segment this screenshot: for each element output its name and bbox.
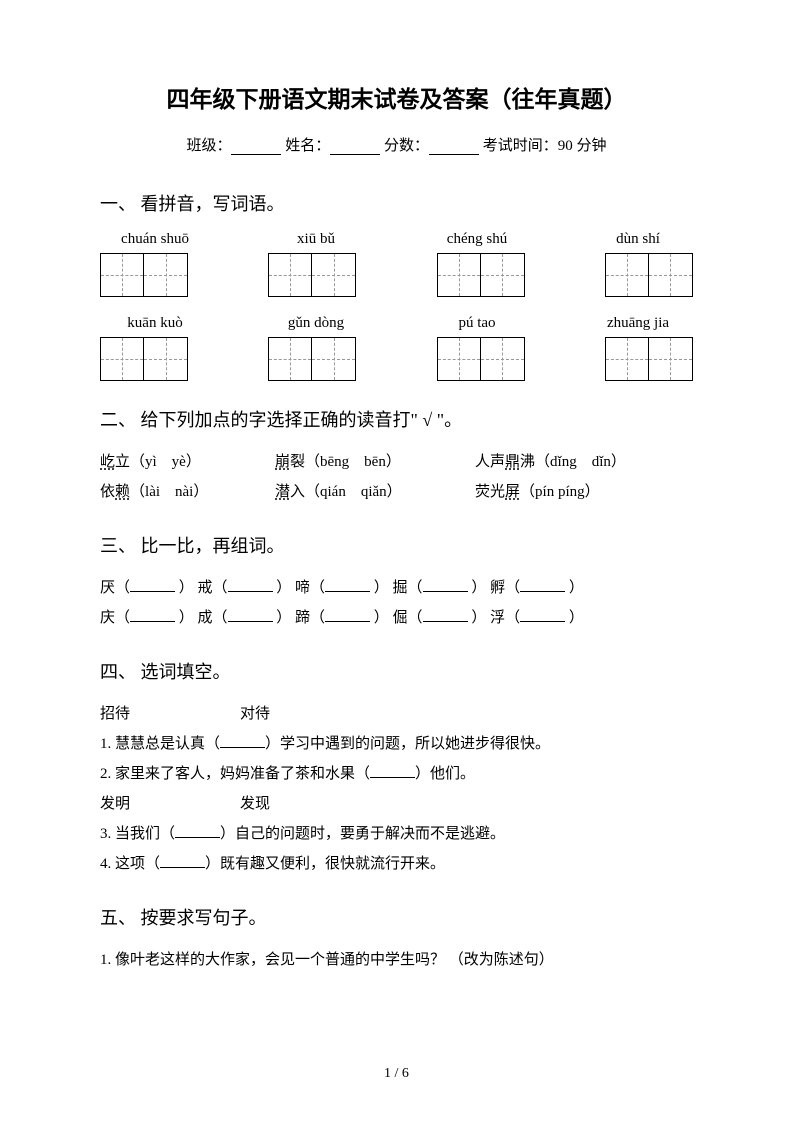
q-text: ）学习中遇到的问题，所以她进步得很快。 (265, 736, 550, 752)
s3-text: 庆（ (100, 610, 130, 626)
info-line: 班级： 姓名： 分数： 考试时间：90 分钟 (100, 134, 693, 155)
char-box-row-1 (100, 253, 693, 297)
fill-blank[interactable] (228, 577, 273, 592)
fill-blank[interactable] (130, 607, 175, 622)
s4-q4: 4. 这项（ ）既有趣又便利，很快就流行开来。 (100, 849, 693, 879)
word-option: 对待 (240, 706, 270, 722)
word-option: 招待 (100, 706, 130, 722)
q-text: 1. 慧慧总是认真（ (100, 736, 220, 752)
name-label: 姓名： (285, 138, 330, 154)
s3-text: ） 蹄（ (276, 610, 325, 626)
q2-text: 沸（dǐng dǐn） (520, 454, 626, 470)
class-label: 班级： (186, 138, 231, 154)
pinyin-label: pú tao (422, 315, 532, 332)
fill-blank[interactable] (325, 577, 370, 592)
char-box-group[interactable] (437, 337, 525, 381)
dotted-char: 鼎 (505, 454, 520, 470)
char-box-group[interactable] (605, 337, 693, 381)
fill-blank[interactable] (325, 607, 370, 622)
section-3-heading: 三、 比一比，再组词。 (100, 532, 693, 558)
s3-text: ） 孵（ (471, 580, 520, 596)
pinyin-row-1: chuán shuō xiū bǔ chéng shú dùn shí (100, 231, 693, 248)
char-box-group[interactable] (100, 337, 188, 381)
q2-text: 裂（bēng bēn） (290, 454, 401, 470)
name-blank[interactable] (330, 137, 380, 155)
fill-blank[interactable] (423, 577, 468, 592)
q2-text: （lài nài） (130, 484, 208, 500)
pinyin-label: xiū bǔ (261, 231, 371, 248)
q-text: 4. 这项（ (100, 856, 160, 872)
word-option: 发明 (100, 796, 130, 812)
s3-text: ） 啼（ (276, 580, 325, 596)
char-box-group[interactable] (100, 253, 188, 297)
char-box-group[interactable] (437, 253, 525, 297)
s3-text: ） 戒（ (179, 580, 228, 596)
s4-q3: 3. 当我们（ ）自己的问题时，要勇于解决而不是逃避。 (100, 819, 693, 849)
pinyin-label: chuán shuō (100, 231, 210, 248)
fill-blank[interactable] (520, 607, 565, 622)
s3-text: ） 掘（ (374, 580, 423, 596)
q2-text: 立（yì yè） (115, 454, 201, 470)
s4-q1: 1. 慧慧总是认真（ ）学习中遇到的问题，所以她进步得很快。 (100, 729, 693, 759)
page-number: 1 / 6 (0, 1066, 793, 1082)
section-1-heading: 一、 看拼音，写词语。 (100, 190, 693, 216)
q-text: ）既有趣又便利，很快就流行开来。 (205, 856, 445, 872)
char-box-group[interactable] (268, 337, 356, 381)
fill-blank[interactable] (175, 823, 220, 838)
pinyin-label: zhuāng jia (583, 315, 693, 332)
q-text: ）他们。 (415, 766, 475, 782)
char-box-group[interactable] (605, 253, 693, 297)
s4-q2: 2. 家里来了客人，妈妈准备了茶和水果（ ）他们。 (100, 759, 693, 789)
q2-text: 人声 (475, 454, 505, 470)
word-option: 发现 (240, 796, 270, 812)
word-pair-1: 招待 对待 (100, 699, 693, 729)
s3-text: ） 成（ (179, 610, 228, 626)
fill-blank[interactable] (220, 733, 265, 748)
dotted-char: 赖 (115, 484, 130, 500)
q2-text: 荧光 (475, 484, 505, 500)
pinyin-label: kuān kuò (100, 315, 210, 332)
fill-blank[interactable] (160, 853, 205, 868)
q-text: 3. 当我们（ (100, 826, 175, 842)
class-blank[interactable] (231, 137, 281, 155)
pinyin-label: gǔn dòng (261, 315, 371, 332)
dotted-char: 屏 (505, 484, 520, 500)
fill-blank[interactable] (228, 607, 273, 622)
dotted-char: 潜 (275, 484, 290, 500)
s3-text: ） (569, 610, 584, 626)
score-blank[interactable] (429, 137, 479, 155)
fill-blank[interactable] (520, 577, 565, 592)
char-box-row-2 (100, 337, 693, 381)
s3-line-2: 庆（ ） 成（ ） 蹄（ ） 倔（ ） 浮（ ） (100, 603, 693, 633)
char-box-group[interactable] (268, 253, 356, 297)
s3-text: 厌（ (100, 580, 130, 596)
section-2-body: 屹立（yì yè） 崩裂（bēng bēn） 人声鼎沸（dǐng dǐn） 依赖… (100, 447, 693, 507)
word-pair-2: 发明 发现 (100, 789, 693, 819)
dotted-char: 屹 (100, 454, 115, 470)
fill-blank[interactable] (370, 763, 415, 778)
s3-line-1: 厌（ ） 戒（ ） 啼（ ） 掘（ ） 孵（ ） (100, 573, 693, 603)
q-text: 2. 家里来了客人，妈妈准备了茶和水果（ (100, 766, 370, 782)
s3-text: ） 浮（ (471, 610, 520, 626)
section-5-heading: 五、 按要求写句子。 (100, 904, 693, 930)
section-4-heading: 四、 选词填空。 (100, 658, 693, 684)
q-text: ）自己的问题时，要勇于解决而不是逃避。 (220, 826, 505, 842)
dotted-char: 崩 (275, 454, 290, 470)
fill-blank[interactable] (423, 607, 468, 622)
score-label: 分数： (384, 138, 429, 154)
page-title: 四年级下册语文期末试卷及答案（往年真题） (100, 80, 693, 114)
pinyin-label: chéng shú (422, 231, 532, 248)
q2-text: （pín píng） (520, 484, 600, 500)
s5-q1: 1. 像叶老这样的大作家，会见一个普通的中学生吗？ （改为陈述句） (100, 945, 693, 975)
s3-text: ） 倔（ (374, 610, 423, 626)
fill-blank[interactable] (130, 577, 175, 592)
q2-text: 依 (100, 484, 115, 500)
q2-text: 入（qián qiǎn） (290, 484, 402, 500)
pinyin-label: dùn shí (583, 231, 693, 248)
section-2-heading: 二、 给下列加点的字选择正确的读音打" √ "。 (100, 406, 693, 432)
time-label: 考试时间：90 分钟 (483, 138, 607, 154)
section-3-body: 厌（ ） 戒（ ） 啼（ ） 掘（ ） 孵（ ） 庆（ ） 成（ ） 蹄（ ） … (100, 573, 693, 633)
s3-text: ） (569, 580, 584, 596)
pinyin-row-2: kuān kuò gǔn dòng pú tao zhuāng jia (100, 315, 693, 332)
